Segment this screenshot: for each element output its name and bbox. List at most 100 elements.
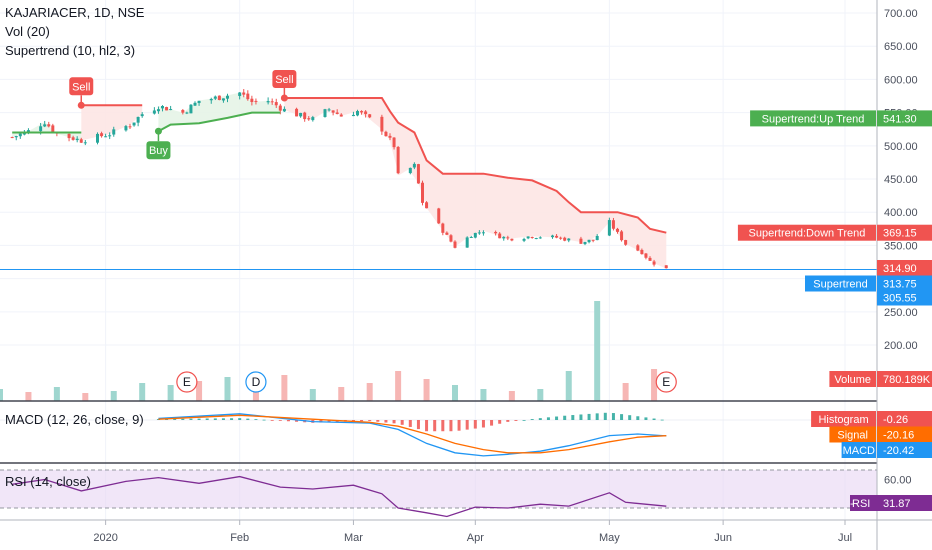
macd-histogram-bar: [400, 420, 404, 425]
macd-histogram-bar: [644, 417, 648, 420]
price-tick-label: 600.00: [884, 74, 918, 86]
macd-line-macd: [158, 413, 667, 457]
volume-bar: [25, 392, 32, 401]
macd-histogram-bar: [555, 416, 559, 420]
candle-body: [270, 101, 274, 103]
candle-body: [26, 130, 30, 133]
volume-bar: [281, 375, 288, 401]
price-label-value-tag: [877, 260, 932, 276]
price-tick-label: 200.00: [884, 340, 918, 352]
macd-histogram-bar: [433, 420, 437, 432]
candle-body: [311, 117, 315, 121]
candle-body: [295, 108, 299, 117]
macd-histogram-bar: [221, 418, 225, 420]
macd-histogram-bar: [579, 414, 583, 420]
candle-body: [112, 129, 116, 135]
price-label-value-tag: [877, 110, 932, 127]
macd-histogram-bar: [384, 420, 388, 423]
macd-histogram-bar: [295, 420, 299, 422]
rsi-band: [0, 470, 877, 508]
candle-body: [360, 111, 364, 113]
candle-body: [128, 126, 132, 128]
volume-bars: [0, 301, 658, 401]
macd-label-name: Histogram: [818, 414, 868, 426]
candle-body: [526, 236, 530, 239]
candle-body: [189, 104, 193, 114]
macd-label-value: -20.16: [883, 430, 914, 442]
candle-body: [425, 202, 429, 209]
macd-histogram-bar: [530, 419, 534, 420]
candle-body: [607, 220, 611, 236]
macd-label-name-tag: [829, 426, 876, 443]
candle-body: [136, 116, 140, 123]
macd-legend: MACD (12, 26, close, 9): [5, 412, 144, 427]
supertrend-fill-up: [12, 122, 82, 141]
volume-bar: [252, 386, 259, 401]
candle-body: [624, 240, 628, 245]
volume-bar: [480, 389, 487, 401]
candle-body: [351, 114, 355, 117]
volume-bar: [594, 301, 601, 401]
price-tick-label: 700.00: [884, 8, 918, 20]
macd-histogram-bar: [538, 418, 542, 420]
candle-body: [181, 110, 185, 113]
macd-histogram-bar: [205, 418, 209, 420]
candle-body: [567, 238, 571, 241]
price-labels: Supertrend:Up Trend 541.30 Supertrend:Down…: [737, 110, 932, 511]
macd-histogram-bar: [327, 420, 331, 423]
candle-body: [47, 124, 51, 127]
macd-histogram-bar: [563, 415, 567, 420]
volume-label-name: Volume: [834, 374, 871, 386]
macd-histogram-bar: [213, 418, 217, 420]
macd-histogram-bar: [449, 420, 453, 432]
macd-histogram-bar: [254, 419, 258, 420]
macd-histogram-bar: [278, 420, 282, 421]
macd-label-value: -20.42: [883, 445, 914, 457]
price-label-value-tag: [877, 224, 932, 241]
candle-body: [209, 99, 213, 101]
time-tick-label: May: [599, 532, 620, 544]
supertrend-line-down: [284, 97, 667, 234]
candle-body: [392, 137, 396, 148]
macd-histogram-bar: [246, 418, 250, 420]
time-tick-label: Mar: [344, 532, 363, 544]
event-marker-label: E: [183, 375, 191, 389]
volume-bar: [622, 383, 629, 401]
sell-badge-label: Sell: [275, 74, 293, 86]
macd-histogram-bar: [603, 412, 607, 420]
candle-body: [339, 114, 343, 117]
supertrend-legend: Supertrend (10, hl2, 3): [5, 43, 135, 58]
candle-body: [140, 114, 144, 117]
candle-body: [611, 220, 615, 229]
candle-body: [530, 236, 534, 238]
candle-body: [156, 109, 160, 112]
price-label-value: 313.75: [883, 279, 917, 291]
sell-badge: [69, 77, 94, 96]
candle-body: [640, 249, 644, 255]
macd-histogram-bar: [351, 420, 355, 422]
candle-body: [335, 112, 339, 115]
macd-histogram-bar: [441, 420, 445, 432]
price-label-value-tag: [877, 289, 932, 306]
price-label-value: 305.55: [883, 293, 917, 305]
candle-body: [477, 232, 481, 234]
macd-histogram-bar: [368, 420, 372, 421]
candle-body: [161, 106, 164, 109]
candle-body: [449, 235, 453, 242]
macd-histogram-bar: [620, 414, 624, 420]
candle-body: [100, 133, 104, 137]
volume-label-value-tag: [877, 371, 932, 387]
candle-body: [494, 231, 498, 234]
candle-body: [648, 257, 652, 261]
candle-body: [616, 228, 619, 232]
candle-body: [437, 208, 441, 224]
macd-histogram-bar: [230, 418, 234, 420]
volume-bar: [224, 377, 231, 401]
candle-body: [534, 238, 538, 240]
candle-body: [356, 111, 359, 116]
candle-body: [416, 164, 420, 184]
candle-body: [502, 236, 506, 239]
candle-body: [266, 101, 270, 103]
